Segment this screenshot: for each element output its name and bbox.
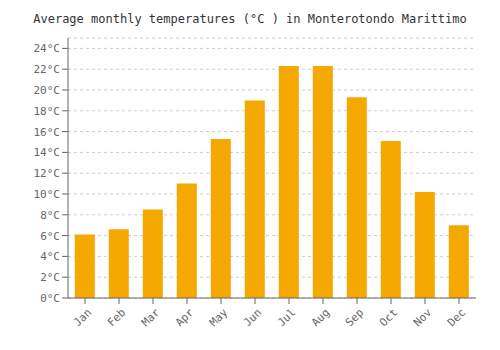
svg-text:Jun: Jun <box>241 306 264 329</box>
svg-text:0°C: 0°C <box>40 292 60 305</box>
svg-text:24°C: 24°C <box>34 42 61 55</box>
svg-text:Jul: Jul <box>275 306 298 329</box>
svg-text:12°C: 12°C <box>34 167 61 180</box>
svg-text:Apr: Apr <box>173 306 197 330</box>
svg-text:Oct: Oct <box>377 306 400 329</box>
svg-text:8°C: 8°C <box>40 209 60 222</box>
svg-text:Aug: Aug <box>309 306 332 329</box>
html-text:Average monthly temperatures (: Average monthly temperatures (°C ) in Mo… <box>33 12 467 26</box>
svg-text:Nov: Nov <box>411 306 435 330</box>
svg-text:Feb: Feb <box>105 306 128 329</box>
svg-text:Dec: Dec <box>445 306 468 329</box>
svg-text:22°C: 22°C <box>34 63 61 76</box>
svg-text:Sep: Sep <box>343 306 366 329</box>
svg-text:16°C: 16°C <box>34 126 61 139</box>
svg-text:May: May <box>207 306 231 330</box>
svg-text:10°C: 10°C <box>34 188 61 201</box>
svg-text:20°C: 20°C <box>34 84 61 97</box>
svg-text:18°C: 18°C <box>34 105 61 118</box>
svg-text:Jan: Jan <box>71 306 94 329</box>
svg-text:6°C: 6°C <box>40 230 60 243</box>
svg-text:2°C: 2°C <box>40 271 60 284</box>
svg-text:14°C: 14°C <box>34 146 61 159</box>
svg-text:4°C: 4°C <box>40 250 60 263</box>
svg-text:Mar: Mar <box>139 306 163 330</box>
